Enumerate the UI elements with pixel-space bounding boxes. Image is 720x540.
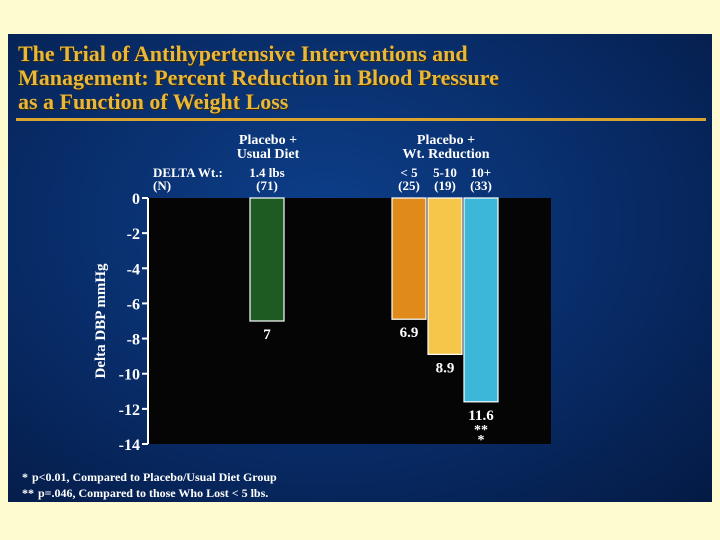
bar-value-label: 7 (263, 327, 271, 343)
title-line-2: Management: Percent Reduction in Blood P… (18, 65, 499, 90)
bar-delta-label: 10+ (471, 165, 491, 180)
footnote-2: ** p=.046, Compared to those Who Lost < 5… (22, 486, 268, 501)
y-tick-label: -8 (127, 332, 140, 349)
bar-delta-label: 1.4 lbs (249, 165, 284, 180)
footnote-2-text: p=.046, Compared to those Who Lost < 5 l… (38, 486, 269, 500)
slide: The Trial of Antihypertensive Interventi… (8, 34, 712, 502)
footnote-1: * p<0.01, Compared to Placebo/Usual Diet … (22, 470, 277, 485)
y-tick-label: -2 (127, 226, 140, 243)
title-line-1: The Trial of Antihypertensive Interventi… (18, 41, 468, 66)
group-label-2: Placebo + (417, 133, 475, 148)
bar-n-label: (33) (470, 178, 492, 193)
bar-delta-label: < 5 (400, 165, 418, 180)
bar-value-label: 11.6 (468, 408, 494, 424)
bar-value-label: 6.9 (400, 325, 419, 341)
bar-n-label: (25) (398, 178, 420, 193)
title-divider (16, 118, 706, 121)
footnote-1-text: p<0.01, Compared to Placebo/Usual Diet G… (32, 470, 277, 484)
significance-marker: ** (474, 423, 488, 438)
group-label-1: Placebo + (239, 133, 297, 148)
delta-row-label: DELTA Wt.: (153, 165, 223, 180)
slide-title: The Trial of Antihypertensive Interventi… (18, 42, 499, 114)
y-axis-title: Delta DBP mmHg (93, 263, 109, 378)
title-line-3: as a Function of Weight Loss (18, 89, 289, 114)
group-label-2: Wt. Reduction (402, 147, 489, 162)
y-tick-label: -6 (127, 296, 140, 313)
bar-n-label: (71) (256, 178, 278, 193)
y-tick-label: -10 (119, 367, 140, 384)
group-label-1: Usual Diet (237, 147, 300, 162)
bar-placebo (249, 197, 285, 322)
significance-marker: * (478, 433, 485, 448)
bar-delta-label: 5-10 (433, 165, 457, 180)
bar-n-label: (19) (434, 178, 456, 193)
footnote-2-marker: ** (22, 486, 34, 500)
y-tick-label: -12 (119, 402, 140, 419)
bar-lt5 (391, 197, 427, 320)
bar-value-label: 8.9 (436, 360, 455, 376)
footnote-1-marker: * (22, 470, 28, 484)
bar-chart: 0 -2 -4 -6 -8 -10 -12 -14 Delta DBP mmHg DELTA Wt… (93, 133, 551, 454)
y-tick-label: 0 (132, 191, 140, 208)
bar-5to10 (427, 197, 463, 355)
n-row-label: (N) (153, 178, 171, 193)
bar-10plus (463, 197, 499, 403)
y-tick-label: -4 (127, 261, 140, 278)
y-tick-label: -14 (119, 437, 140, 454)
